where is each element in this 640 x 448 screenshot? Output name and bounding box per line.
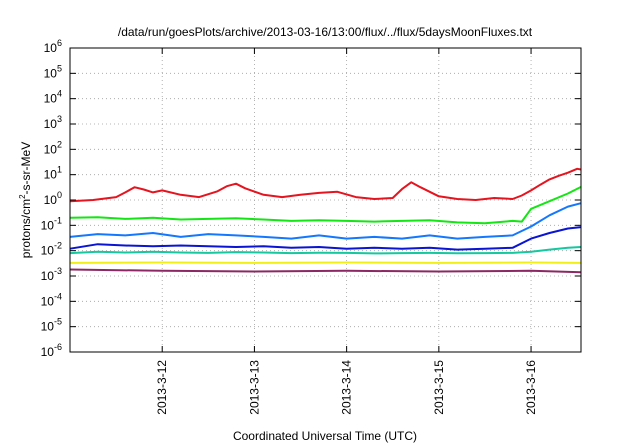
series-line bbox=[69, 226, 582, 251]
y-tick-label: 104 bbox=[44, 89, 62, 106]
y-tick-label: 103 bbox=[44, 114, 62, 131]
y-tick-label: 100 bbox=[44, 190, 62, 207]
y-tick-label: 102 bbox=[44, 139, 62, 156]
y-tick-label: 10-1 bbox=[41, 215, 62, 232]
series-line bbox=[69, 202, 582, 240]
series-line bbox=[69, 186, 582, 225]
y-tick-label: 10-4 bbox=[41, 291, 62, 308]
y-tick-label: 106 bbox=[44, 38, 62, 55]
grid-lines bbox=[70, 47, 581, 353]
x-tick-label: 2013-3-16 bbox=[524, 360, 538, 415]
y-axis-ticks: 10-6 10-5 10-4 10-3 10-2 10-1 100 101 102 103 104 1… bbox=[41, 38, 581, 359]
series-line bbox=[69, 167, 582, 203]
y-tick-label: 10-6 bbox=[41, 342, 62, 359]
x-axis-label: Coordinated Universal Time (UTC) bbox=[233, 429, 417, 443]
series-line bbox=[69, 246, 582, 255]
x-tick-label: 2013-3-13 bbox=[247, 360, 261, 415]
x-tick-label: 2013-3-15 bbox=[432, 360, 446, 415]
y-tick-label: 10-5 bbox=[41, 317, 62, 334]
chart-title: /data/run/goesPlots/archive/2013-03-16/1… bbox=[118, 25, 533, 39]
y-tick-label: 101 bbox=[44, 165, 62, 182]
series-line bbox=[69, 268, 582, 274]
x-tick-label: 2013-3-12 bbox=[155, 360, 169, 415]
y-tick-label: 105 bbox=[44, 63, 62, 80]
x-axis-ticks: 2013-3-12 2013-3-13 2013-3-14 2013-3-15 2013… bbox=[155, 48, 538, 415]
y-tick-label: 10-2 bbox=[41, 241, 62, 258]
x-tick-label: 2013-3-14 bbox=[340, 360, 354, 415]
y-axis-label: protons/cm2-s-sr-MeV bbox=[18, 142, 33, 258]
data-series bbox=[69, 167, 582, 274]
y-tick-label: 10-3 bbox=[41, 266, 62, 283]
